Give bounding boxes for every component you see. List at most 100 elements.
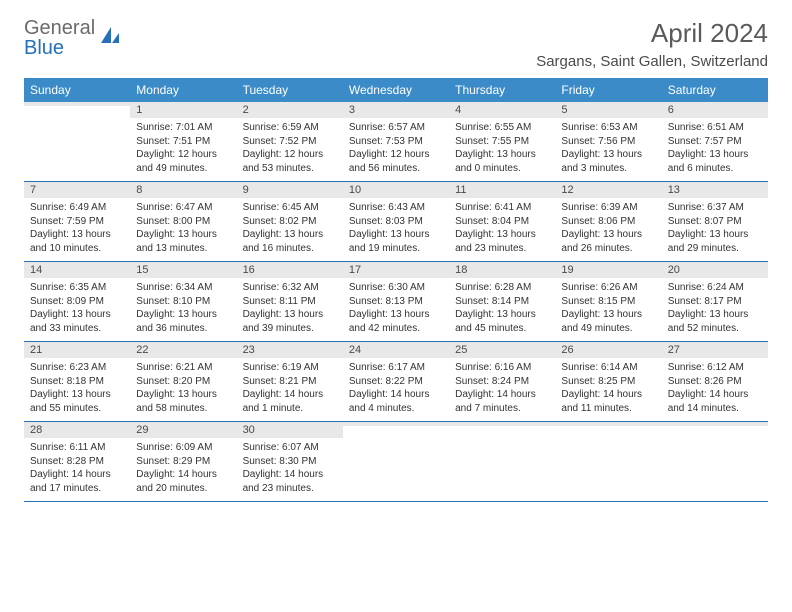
day-number: 22 [130,342,236,358]
day-detail-line: Daylight: 14 hours [243,468,337,482]
day-details-empty [662,426,768,482]
day-detail-line: Sunset: 8:07 PM [668,215,762,229]
calendar-cell: 22Sunrise: 6:21 AMSunset: 8:20 PMDayligh… [130,342,236,422]
day-details: Sunrise: 6:53 AMSunset: 7:56 PMDaylight:… [555,118,661,181]
day-number: 3 [343,102,449,118]
day-detail-line: Sunrise: 6:57 AM [349,121,443,135]
day-details: Sunrise: 6:43 AMSunset: 8:03 PMDaylight:… [343,198,449,261]
calendar-cell: 10Sunrise: 6:43 AMSunset: 8:03 PMDayligh… [343,182,449,262]
day-detail-line: Sunrise: 6:21 AM [136,361,230,375]
day-number: 14 [24,262,130,278]
calendar-week-row: 21Sunrise: 6:23 AMSunset: 8:18 PMDayligh… [24,342,768,422]
day-detail-line: and 11 minutes. [561,402,655,416]
day-details: Sunrise: 6:55 AMSunset: 7:55 PMDaylight:… [449,118,555,181]
day-detail-line: Sunset: 7:57 PM [668,135,762,149]
day-details: Sunrise: 6:47 AMSunset: 8:00 PMDaylight:… [130,198,236,261]
weekday-header-row: Sunday Monday Tuesday Wednesday Thursday… [24,78,768,102]
day-detail-line: and 49 minutes. [561,322,655,336]
calendar-cell: 26Sunrise: 6:14 AMSunset: 8:25 PMDayligh… [555,342,661,422]
day-detail-line: Sunrise: 7:01 AM [136,121,230,135]
day-details: Sunrise: 6:32 AMSunset: 8:11 PMDaylight:… [237,278,343,341]
day-detail-line: Sunset: 7:53 PM [349,135,443,149]
day-detail-line: Daylight: 13 hours [349,308,443,322]
day-number: 1 [130,102,236,118]
calendar-cell: 16Sunrise: 6:32 AMSunset: 8:11 PMDayligh… [237,262,343,342]
day-number: 11 [449,182,555,198]
calendar-cell [343,422,449,502]
day-number: 8 [130,182,236,198]
day-number: 24 [343,342,449,358]
day-detail-line: Daylight: 13 hours [561,308,655,322]
calendar-cell: 18Sunrise: 6:28 AMSunset: 8:14 PMDayligh… [449,262,555,342]
calendar-cell: 17 Sunrise: 6:30 AMSunset: 8:13 PMDayligh… [343,262,449,342]
day-detail-line: Sunrise: 6:24 AM [668,281,762,295]
day-detail-line: Daylight: 13 hours [243,228,337,242]
calendar-cell: 2Sunrise: 6:59 AMSunset: 7:52 PMDaylight… [237,102,343,182]
calendar-cell: 5Sunrise: 6:53 AMSunset: 7:56 PMDaylight… [555,102,661,182]
day-number: 29 [130,422,236,438]
day-detail-line: Sunrise: 6:45 AM [243,201,337,215]
calendar-cell: 9Sunrise: 6:45 AMSunset: 8:02 PMDaylight… [237,182,343,262]
day-detail-line: and 33 minutes. [30,322,124,336]
day-detail-line: Sunset: 8:09 PM [30,295,124,309]
day-number: 5 [555,102,661,118]
day-detail-line: Daylight: 14 hours [455,388,549,402]
calendar-cell: 13Sunrise: 6:37 AMSunset: 8:07 PMDayligh… [662,182,768,262]
day-number: 7 [24,182,130,198]
day-details: Sunrise: 6:28 AMSunset: 8:14 PMDaylight:… [449,278,555,341]
day-detail-line: and 0 minutes. [455,162,549,176]
day-details: Sunrise: 6:59 AMSunset: 7:52 PMDaylight:… [237,118,343,181]
day-detail-line: Sunset: 8:26 PM [668,375,762,389]
day-detail-line: Sunrise: 6:26 AM [561,281,655,295]
day-detail-line: and 7 minutes. [455,402,549,416]
day-detail-line: Sunset: 7:51 PM [136,135,230,149]
day-detail-line: Daylight: 13 hours [668,308,762,322]
day-number: 21 [24,342,130,358]
day-detail-line: Daylight: 13 hours [136,308,230,322]
day-detail-line: Sunset: 8:30 PM [243,455,337,469]
day-detail-line: Daylight: 12 hours [243,148,337,162]
day-detail-line: Sunset: 8:10 PM [136,295,230,309]
day-detail-line: Daylight: 13 hours [561,228,655,242]
day-detail-line: Sunrise: 6:43 AM [349,201,443,215]
day-detail-line: and 55 minutes. [30,402,124,416]
day-details: Sunrise: 6:07 AMSunset: 8:30 PMDaylight:… [237,438,343,501]
day-detail-line: Sunrise: 6:49 AM [30,201,124,215]
day-detail-line: and 20 minutes. [136,482,230,496]
day-number: 28 [24,422,130,438]
day-detail-line: Sunset: 8:13 PM [349,295,443,309]
day-details: Sunrise: 6:39 AMSunset: 8:06 PMDaylight:… [555,198,661,261]
day-detail-line: and 56 minutes. [349,162,443,176]
day-details: Sunrise: 6:37 AMSunset: 8:07 PMDaylight:… [662,198,768,261]
day-detail-line: Sunrise: 6:32 AM [243,281,337,295]
day-detail-line: Sunrise: 6:39 AM [561,201,655,215]
day-detail-line: Sunrise: 6:37 AM [668,201,762,215]
weekday-header: Monday [130,78,236,102]
day-detail-line: Sunset: 8:06 PM [561,215,655,229]
day-detail-line: and 36 minutes. [136,322,230,336]
calendar-cell: 8Sunrise: 6:47 AMSunset: 8:00 PMDaylight… [130,182,236,262]
weekday-header: Tuesday [237,78,343,102]
day-number: 17 [343,262,449,278]
day-detail-line: Sunrise: 6:09 AM [136,441,230,455]
day-detail-line: Sunset: 8:03 PM [349,215,443,229]
header: General Blue April 2024 Sargans, Saint G… [24,18,768,70]
day-details: Sunrise: 6:14 AMSunset: 8:25 PMDaylight:… [555,358,661,421]
day-detail-line: Sunrise: 6:16 AM [455,361,549,375]
day-detail-line: Sunrise: 6:35 AM [30,281,124,295]
calendar-week-row: 14 Sunrise: 6:35 AMSunset: 8:09 PM Dayligh… [24,262,768,342]
day-details: Sunrise: 6:09 AMSunset: 8:29 PMDaylight:… [130,438,236,501]
calendar-cell: 14Sunrise: 6:35 AMSunset: 8:09 PMDayligh… [24,262,130,342]
day-detail-line: and 16 minutes. [243,242,337,256]
day-detail-line: Sunset: 8:24 PM [455,375,549,389]
logo-text-block: General Blue [24,18,95,58]
day-detail-line: Daylight: 14 hours [243,388,337,402]
calendar-cell: 6Sunrise: 6:51 AMSunset: 7:57 PMDaylight… [662,102,768,182]
day-number: 4 [449,102,555,118]
day-number: 26 [555,342,661,358]
day-details: Sunrise: 6:26 AMSunset: 8:15 PMDaylight:… [555,278,661,341]
day-detail-line: Sunrise: 6:17 AM [349,361,443,375]
day-detail-line: Daylight: 13 hours [455,228,549,242]
day-detail-line: Sunrise: 6:30 AM [349,281,443,295]
weekday-header: Friday [555,78,661,102]
